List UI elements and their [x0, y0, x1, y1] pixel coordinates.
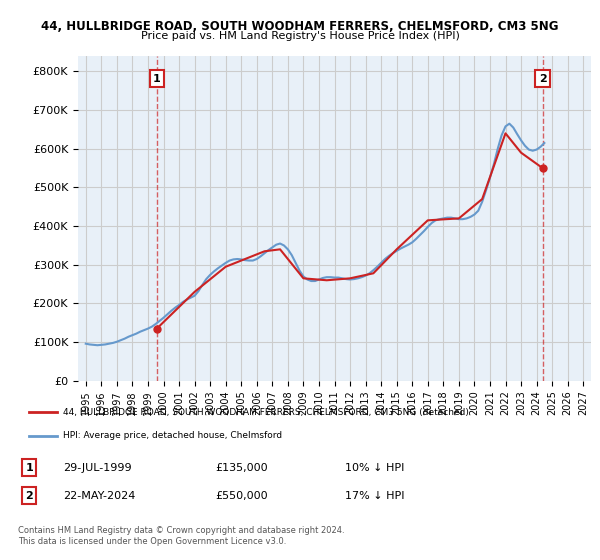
Text: HPI: Average price, detached house, Chelmsford: HPI: Average price, detached house, Chel… [63, 431, 282, 440]
Text: Contains HM Land Registry data © Crown copyright and database right 2024.
This d: Contains HM Land Registry data © Crown c… [18, 526, 344, 546]
Text: 17% ↓ HPI: 17% ↓ HPI [345, 491, 404, 501]
Text: 22-MAY-2024: 22-MAY-2024 [63, 491, 136, 501]
Text: 29-JUL-1999: 29-JUL-1999 [63, 463, 132, 473]
Text: 2: 2 [539, 74, 547, 84]
Text: 1: 1 [25, 463, 33, 473]
Text: 44, HULLBRIDGE ROAD, SOUTH WOODHAM FERRERS, CHELMSFORD, CM3 5NG (detached): 44, HULLBRIDGE ROAD, SOUTH WOODHAM FERRE… [63, 408, 469, 417]
Text: Price paid vs. HM Land Registry's House Price Index (HPI): Price paid vs. HM Land Registry's House … [140, 31, 460, 41]
Text: 10% ↓ HPI: 10% ↓ HPI [345, 463, 404, 473]
Text: 2: 2 [25, 491, 33, 501]
Text: 1: 1 [153, 74, 161, 84]
Text: 44, HULLBRIDGE ROAD, SOUTH WOODHAM FERRERS, CHELMSFORD, CM3 5NG: 44, HULLBRIDGE ROAD, SOUTH WOODHAM FERRE… [41, 20, 559, 32]
Text: £135,000: £135,000 [215, 463, 268, 473]
Text: £550,000: £550,000 [215, 491, 268, 501]
